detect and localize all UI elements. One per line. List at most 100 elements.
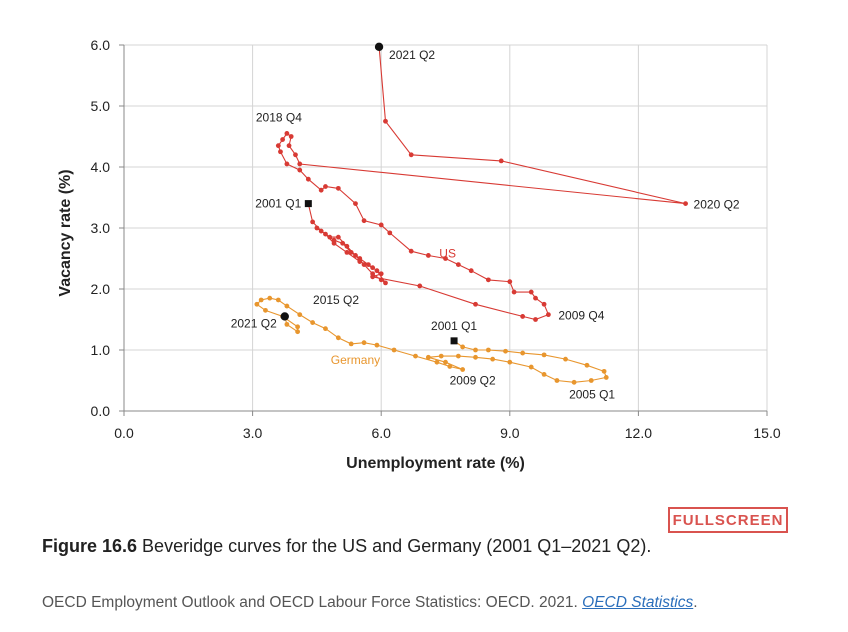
data-point-germany: [571, 379, 577, 385]
annotation-label: 2021 Q2: [231, 316, 277, 330]
figure-title: Beveridge curves for the US and Germany …: [137, 536, 652, 556]
y-tick-label: 2.0: [91, 281, 111, 297]
data-point-us: [425, 253, 431, 258]
data-point-us: [353, 201, 358, 207]
data-point-us: [293, 152, 298, 158]
data-point-us: [331, 240, 337, 246]
data-point-us: [370, 265, 376, 271]
data-point-germany: [485, 347, 491, 353]
data-point-germany: [267, 295, 273, 301]
data-point-germany: [588, 378, 594, 383]
x-tick-label: 6.0: [371, 425, 391, 441]
data-point-us: [310, 219, 316, 225]
data-point-germany: [295, 324, 301, 330]
fullscreen-button[interactable]: FULLSCREEN: [668, 507, 788, 533]
data-point-us: [323, 231, 328, 237]
data-point-us: [378, 222, 384, 228]
annotation-label: 2001 Q1: [431, 319, 477, 333]
data-point-us: [280, 137, 286, 142]
data-point-us: [278, 149, 283, 155]
data-point-germany: [258, 297, 264, 303]
data-point-germany: [425, 354, 431, 360]
annotation-label: 2005 Q1: [569, 387, 615, 401]
data-point-germany: [391, 347, 397, 353]
data-point-us: [353, 253, 358, 258]
data-point-us: [288, 134, 294, 139]
data-point-us: [297, 167, 303, 173]
annotation-label: 2009 Q4: [558, 309, 604, 323]
data-point-us: [533, 317, 538, 322]
annotation-label: 2020 Q2: [694, 198, 740, 212]
source-text: OECD Employment Outlook and OECD Labour …: [42, 594, 583, 611]
beveridge-chart: 0.0 3.0 6.0 9.0 12.0 15.0 0.0 1.0 2.0 3.0 4.0 5.0 6.…: [57, 37, 781, 472]
series-line-us: [277, 46, 686, 321]
data-point-us: [365, 262, 371, 267]
data-point-germany: [503, 348, 508, 354]
data-point-us: [507, 279, 513, 285]
annotation-label: Germany: [331, 353, 380, 367]
data-point-germany: [310, 320, 316, 325]
data-point-us: [305, 176, 311, 182]
y-tick-label: 6.0: [91, 37, 111, 53]
data-point-us: [408, 248, 414, 254]
data-point-germany: [460, 344, 466, 350]
data-point-germany: [374, 342, 380, 348]
data-point-germany: [413, 353, 418, 359]
data-point-germany: [541, 372, 547, 377]
data-point-us: [361, 218, 367, 224]
data-point-germany: [473, 354, 478, 360]
data-point-us: [455, 262, 461, 267]
data-point-us: [314, 225, 320, 231]
data-point-germany: [563, 356, 568, 362]
oecd-statistics-link[interactable]: OECD Statistics: [582, 594, 694, 611]
data-point-germany: [584, 362, 590, 368]
data-point-us: [520, 314, 526, 319]
data-point-germany: [460, 367, 466, 372]
annotation-label: US: [439, 246, 456, 260]
data-point-us: [323, 184, 328, 189]
data-point-germany: [603, 375, 609, 380]
data-point-us: [473, 301, 478, 307]
data-point-us: [387, 230, 393, 236]
data-point-germany: [323, 326, 328, 332]
y-tick-label: 4.0: [91, 159, 111, 175]
data-point-germany: [507, 359, 513, 365]
x-tick-label: 15.0: [753, 425, 780, 441]
x-tick-label: 9.0: [500, 425, 520, 441]
data-point-us: [417, 283, 423, 289]
data-point-us: [374, 268, 380, 274]
data-point-us: [485, 277, 491, 283]
end-marker-germany: [280, 312, 289, 321]
data-point-germany: [295, 329, 301, 335]
source-end: .: [693, 594, 698, 611]
data-point-germany: [520, 350, 526, 356]
data-point-us: [683, 201, 688, 207]
annotation-label: 2015 Q2: [313, 293, 359, 307]
data-point-us: [408, 152, 414, 158]
data-point-germany: [455, 353, 461, 359]
data-point-us: [275, 143, 281, 149]
data-point-germany: [528, 364, 534, 370]
data-point-us: [361, 262, 367, 267]
data-point-us: [383, 118, 388, 124]
data-point-germany: [447, 364, 453, 369]
end-marker-us: [374, 42, 384, 52]
y-tick-label: 3.0: [91, 220, 111, 236]
y-tick-label: 1.0: [91, 342, 111, 358]
data-point-us: [370, 274, 376, 280]
data-point-us: [284, 161, 290, 167]
data-point-germany: [254, 301, 260, 307]
data-point-us: [443, 256, 448, 261]
data-point-germany: [541, 352, 547, 358]
data-point-us: [318, 187, 324, 193]
data-point-us: [511, 289, 517, 295]
annotation-label: 2001 Q1: [255, 197, 301, 211]
figure-number: Figure 16.6: [42, 536, 138, 556]
data-point-germany: [434, 359, 440, 365]
data-point-us: [541, 301, 547, 307]
data-point-us: [344, 250, 350, 255]
data-point-us: [378, 277, 384, 283]
data-point-us: [318, 228, 324, 234]
data-point-us: [335, 185, 341, 191]
x-tick-label: 0.0: [114, 425, 134, 441]
